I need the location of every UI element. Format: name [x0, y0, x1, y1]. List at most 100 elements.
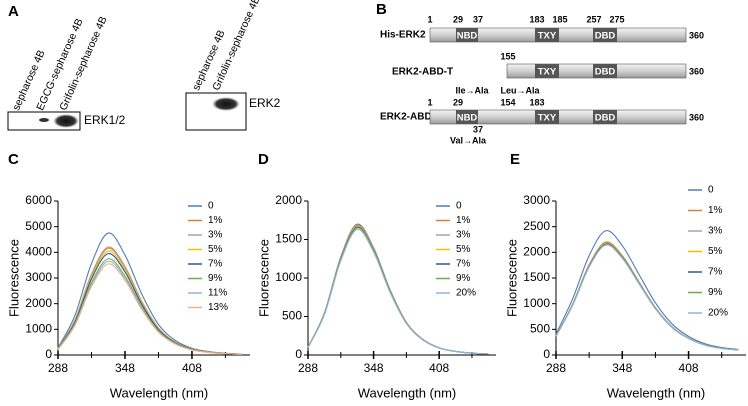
y-axis-label: Fluorescence [6, 239, 21, 317]
legend-label: 9% [456, 273, 471, 284]
position: 37 [473, 14, 483, 24]
domain [535, 110, 559, 124]
x-tick-label: 348 [612, 361, 632, 375]
position: 155 [500, 51, 515, 61]
y-tick-label: 1500 [275, 232, 302, 246]
panel-letter: A [8, 3, 19, 20]
legend-label: 1% [208, 215, 223, 226]
construct-name: ERK2-ABD-S [380, 112, 442, 123]
y-tick-label: 6000 [25, 193, 52, 207]
legend-label: 9% [208, 273, 223, 284]
domain-label: NBD [457, 31, 478, 42]
band [53, 114, 79, 128]
mutation: Leu→Ala [500, 85, 540, 95]
y-tick-label: 0 [543, 347, 550, 361]
x-tick-label: 288 [48, 361, 68, 375]
x-tick-label: 408 [429, 361, 449, 375]
y-tick-label: 500 [530, 322, 550, 336]
domain-label: DBD [595, 113, 616, 124]
legend-label: 7% [708, 267, 723, 278]
panel-letter: B [376, 1, 387, 18]
legend-label: 3% [456, 230, 471, 241]
length: 360 [689, 66, 704, 76]
position: 257 [586, 14, 601, 24]
x-tick-label: 408 [679, 361, 699, 375]
domain-label: DBD [595, 67, 616, 78]
x-tick-label: 348 [115, 361, 135, 375]
position: 1 [427, 14, 432, 24]
legend-label: 20% [708, 308, 728, 319]
y-tick-label: 2000 [275, 193, 302, 207]
blot-box [185, 92, 247, 131]
domain-label: TXY [538, 31, 557, 42]
domain-label: DBD [595, 31, 616, 42]
domain [535, 28, 559, 42]
panel-letter: C [8, 151, 19, 168]
legend-label: 0 [208, 201, 214, 212]
domain-label: NBD [457, 113, 478, 124]
band-label: ERK2 [249, 96, 281, 110]
position: 29 [453, 97, 463, 107]
length: 360 [689, 112, 704, 122]
domain [593, 64, 617, 78]
y-tick-label: 2000 [25, 296, 52, 310]
x-tick-label: 348 [364, 361, 384, 375]
x-tick-label: 288 [298, 361, 318, 375]
series-line [555, 230, 739, 350]
legend-label: 1% [708, 205, 723, 216]
construct-abd-s: Ile→Ala Leu→Ala ERK2-ABD-S NBD TXY DBD 1… [380, 85, 704, 145]
y-tick-label: 3000 [523, 193, 550, 207]
band [39, 118, 49, 122]
y-tick-label: 4000 [25, 245, 52, 259]
legend-label: 3% [208, 230, 223, 241]
series-line [307, 228, 489, 355]
legend-label: 5% [208, 244, 223, 255]
construct-abd-t: ERK2-ABD-T TXY DBD 155 360 [392, 51, 704, 79]
y-tick-label: 1000 [275, 270, 302, 284]
legend-label: 1% [456, 215, 471, 226]
domain [535, 64, 559, 78]
legend-label: 9% [708, 287, 723, 298]
legend-label: 0 [708, 185, 714, 196]
legend-label: 5% [708, 246, 723, 257]
y-tick-label: 1000 [25, 322, 52, 336]
mutation: Val→Ala [450, 135, 487, 145]
domain-label: TXY [538, 67, 557, 78]
y-tick-label: 2000 [523, 245, 550, 259]
construct-name: ERK2-ABD-T [392, 67, 453, 78]
x-axis-label: Wavelength (nm) [358, 385, 457, 400]
blot-1: sepharose 4B EGCG-sepharose 4B Grifolin-… [7, 15, 126, 131]
legend-label: 7% [456, 259, 471, 270]
y-tick-label: 5000 [25, 219, 52, 233]
band-label: ERK1/2 [84, 113, 126, 127]
y-tick-label: 2500 [523, 219, 550, 233]
construct-name: His-ERK2 [380, 30, 426, 41]
legend-label: 0 [456, 201, 462, 212]
domain [456, 28, 478, 42]
legend-label: 3% [708, 226, 723, 237]
construct-his-erk2: His-ERK2 NBD TXY DBD 1 29 37 183 185 257… [380, 14, 704, 43]
x-axis-label: Wavelength (nm) [110, 385, 209, 400]
y-tick-label: 0 [45, 347, 52, 361]
y-tick-label: 1000 [523, 296, 550, 310]
x-tick-label: 288 [546, 361, 566, 375]
position: 154 [500, 97, 515, 107]
x-axis-label: Wavelength (nm) [607, 385, 706, 400]
position: 183 [529, 97, 544, 107]
domain [593, 110, 617, 124]
mutation: Ile→Ala [455, 85, 489, 95]
y-axis-label: Fluorescence [256, 239, 271, 317]
series-line [555, 244, 739, 351]
domain [593, 28, 617, 42]
x-tick-label: 408 [182, 361, 202, 375]
position: 275 [609, 14, 624, 24]
domain-label: TXY [538, 113, 557, 124]
panel-letter: D [258, 151, 269, 168]
domain [456, 110, 478, 124]
legend-label: 20% [456, 288, 476, 299]
legend-label: 7% [208, 259, 223, 270]
legend-label: 5% [456, 244, 471, 255]
band [212, 97, 240, 111]
length: 360 [689, 30, 704, 40]
